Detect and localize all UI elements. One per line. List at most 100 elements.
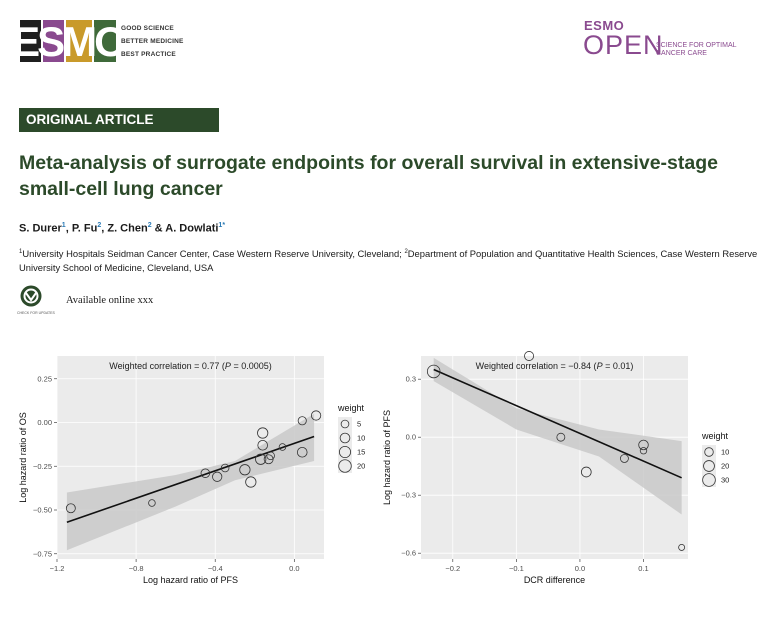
data-point — [212, 471, 223, 482]
x-tick-label: −0.8 — [129, 564, 144, 573]
y-tick-label: −0.50 — [33, 506, 52, 515]
y-tick-label: −0.25 — [33, 462, 52, 471]
affiliations: 1University Hospitals Seidman Cancer Cen… — [19, 245, 759, 275]
legend-symbol — [704, 447, 714, 457]
affiliation-text: University Hospitals Seidman Cancer Cent… — [22, 248, 405, 260]
data-point — [148, 499, 156, 507]
annotation-prefix: Weighted correlation = −0.84 ( — [476, 361, 597, 371]
y-tick-label: 0.0 — [406, 433, 416, 442]
legend-key — [338, 445, 352, 459]
data-point — [638, 439, 649, 451]
regression-line — [433, 368, 682, 479]
legend-symbol — [339, 432, 351, 444]
y-tick-label: 0.25 — [37, 374, 52, 383]
annotation-p: P — [597, 361, 603, 371]
journal-tagline: SCIENCE FOR OPTIMAL CANCER CARE — [656, 42, 737, 58]
confidence-band — [66, 413, 315, 551]
data-point — [65, 503, 76, 514]
author-affiliation-mark[interactable]: 1* — [218, 222, 226, 229]
data-point — [297, 416, 307, 426]
data-point — [245, 476, 257, 488]
legend-label: 10 — [721, 448, 729, 457]
data-point — [200, 468, 211, 478]
legend-label: 10 — [357, 434, 365, 443]
affiliation-mark: 1 — [19, 249, 23, 255]
tagline-2: BETTER MEDICINE — [121, 38, 184, 45]
y-tick-label: −0.6 — [401, 549, 416, 558]
y-tick-label: 0.3 — [406, 375, 416, 384]
check-for-updates-label: CHECK FOR UPDATES — [17, 311, 55, 315]
x-tick-label: −0.1 — [509, 564, 524, 573]
y-axis-label: Log hazard ratio of PFS — [382, 410, 392, 505]
data-point — [524, 351, 535, 361]
data-point — [310, 410, 322, 421]
correlation-annotation: Weighted correlation = −0.84 (P = 0.01) — [476, 361, 634, 371]
legend-symbol — [702, 473, 716, 487]
author-name: Z. Chen — [107, 222, 148, 235]
data-point — [278, 443, 287, 451]
legend-title: weight — [701, 431, 729, 441]
author-list: S. Durer1, P. Fu2, Z. Chen2 & A. Dowlati… — [19, 222, 225, 235]
article-title: Meta-analysis of surrogate endpoints for… — [19, 152, 718, 200]
annotation-suffix: = 0.0005) — [231, 361, 272, 371]
legend-symbol — [340, 419, 350, 429]
author-separator: & — [151, 222, 166, 235]
data-point — [426, 364, 441, 379]
legend-symbol — [338, 459, 352, 473]
check-for-updates-icon[interactable] — [20, 285, 42, 307]
legend-label: 30 — [721, 476, 729, 485]
scatter-chart-pfs-vs-dcr: Weighted correlation = −0.84 (P = 0.01) −… — [382, 351, 729, 585]
author-name: S. Durer — [19, 222, 62, 235]
journal-tagline-2: CANCER CARE — [656, 50, 707, 57]
x-tick-label: 0.0 — [289, 564, 299, 573]
journal-tagline-1: SCIENCE FOR OPTIMAL — [656, 42, 737, 49]
esmo-logo-text: ESMO — [20, 20, 116, 62]
esmo-logo: ESMO — [20, 20, 116, 62]
y-tick-label: 0.00 — [37, 418, 52, 427]
author-name: P. Fu — [71, 222, 98, 235]
journal-logo-open: OPEN — [583, 30, 664, 60]
legend-label: 5 — [357, 420, 361, 429]
data-point — [239, 464, 251, 476]
x-axis-label: DCR difference — [524, 575, 585, 585]
legend-title: weight — [337, 403, 365, 413]
author-affiliation-mark[interactable]: 1 — [61, 222, 66, 229]
legend-label: 20 — [357, 462, 365, 471]
legend-symbol — [703, 460, 715, 472]
x-tick-label: 0.0 — [575, 564, 585, 573]
author-affiliation-mark[interactable]: 2 — [97, 222, 102, 229]
x-axis-label: Log hazard ratio of PFS — [143, 575, 238, 585]
y-tick-label: −0.3 — [401, 491, 416, 500]
x-tick-label: −1.2 — [50, 564, 65, 573]
legend-label: 15 — [357, 448, 365, 457]
affiliation-mark: 2 — [404, 249, 408, 255]
regression-line — [66, 435, 315, 524]
tagline-1: GOOD SCIENCE — [121, 25, 174, 32]
journal-logo-small: ESMO — [584, 18, 625, 33]
data-point — [620, 454, 629, 463]
data-point — [678, 543, 686, 551]
legend-label: 20 — [721, 462, 729, 471]
author-affiliation-mark[interactable]: 2 — [147, 222, 152, 229]
data-point — [220, 463, 230, 473]
article-type-banner: ORIGINAL ARTICLE — [19, 108, 219, 132]
legend-key — [338, 459, 352, 473]
data-point — [263, 454, 274, 465]
data-point — [639, 447, 648, 455]
legend-key — [702, 473, 716, 487]
available-online: Available online xxx — [66, 295, 154, 306]
data-point — [556, 432, 566, 442]
affiliation-text: Department of Population and Quantitativ… — [19, 248, 758, 274]
data-point — [296, 446, 308, 458]
author-separator: , — [101, 222, 108, 235]
legend-key — [338, 417, 352, 431]
data-point — [257, 439, 268, 451]
scatter-chart-os-vs-pfs: Weighted correlation = 0.77 (P = 0.0005)… — [18, 356, 365, 585]
correlation-annotation: Weighted correlation = 0.77 (P = 0.0005) — [109, 361, 271, 371]
author-separator: , — [65, 222, 72, 235]
data-point — [257, 427, 269, 439]
y-tick-label: −0.75 — [33, 549, 52, 558]
annotation-suffix: = 0.01) — [603, 361, 634, 371]
data-point — [255, 453, 267, 465]
x-tick-label: 0.1 — [638, 564, 648, 573]
